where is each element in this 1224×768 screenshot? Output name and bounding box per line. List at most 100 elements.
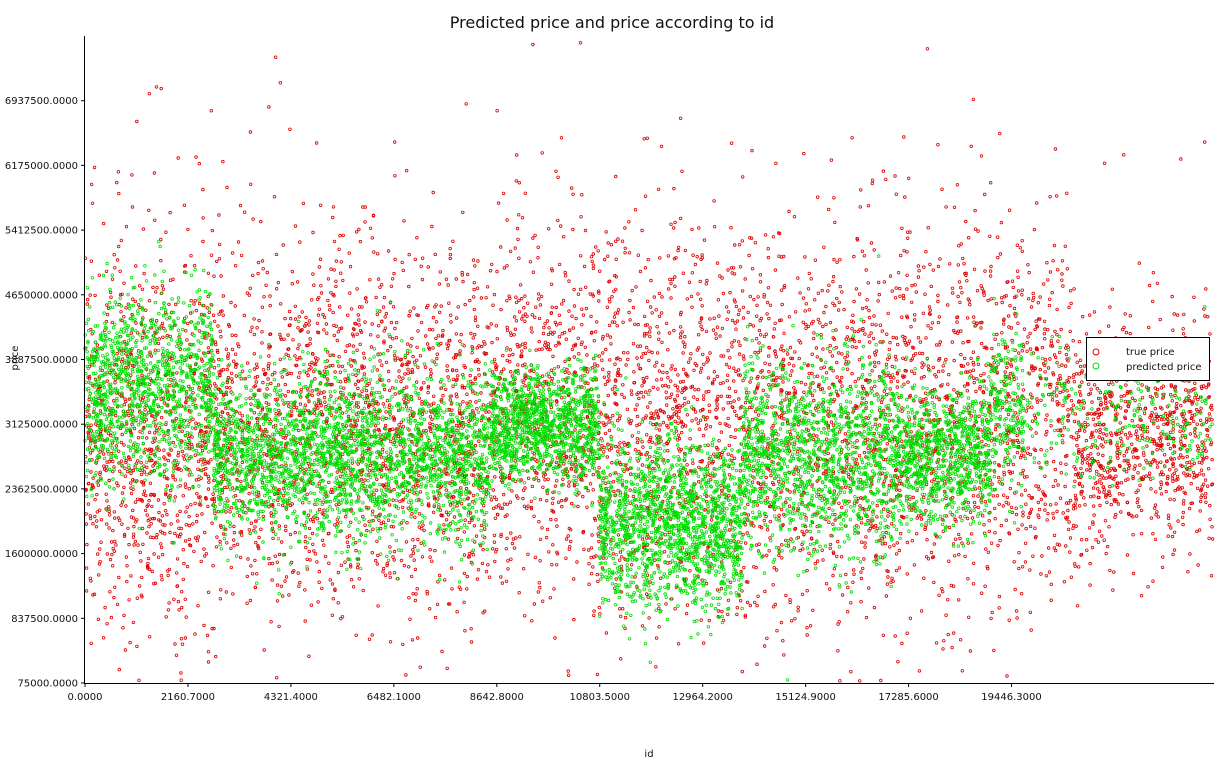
true-price-point bbox=[162, 502, 166, 506]
true-price-point bbox=[89, 182, 94, 187]
true-price-point bbox=[98, 450, 102, 454]
true-price-point bbox=[105, 312, 110, 317]
true-price-point bbox=[95, 552, 100, 556]
true-price-point bbox=[168, 493, 172, 498]
true-price-point bbox=[147, 430, 152, 435]
true-price-point bbox=[155, 533, 159, 537]
true-price-point bbox=[127, 413, 131, 418]
true-price-point bbox=[113, 539, 117, 544]
true-price-point bbox=[182, 561, 186, 566]
true-price-point bbox=[141, 227, 146, 231]
true-price-point bbox=[207, 480, 211, 484]
true-price-point bbox=[211, 313, 216, 317]
true-price-point bbox=[166, 573, 170, 578]
true-price-point bbox=[126, 409, 130, 414]
true-price-point bbox=[144, 436, 149, 440]
true-price-point bbox=[167, 601, 171, 605]
true-price-point bbox=[152, 582, 156, 586]
true-price-point bbox=[104, 522, 109, 526]
true-price-point bbox=[160, 578, 164, 582]
true-price-point bbox=[126, 526, 130, 530]
true-price-point bbox=[159, 542, 163, 546]
true-price-point bbox=[162, 434, 166, 438]
true-price-point bbox=[194, 308, 198, 313]
true-price-point bbox=[164, 491, 168, 495]
true-price-point bbox=[147, 208, 151, 212]
true-price-point bbox=[183, 482, 188, 486]
true-price-point bbox=[161, 335, 165, 339]
true-price-point bbox=[148, 350, 152, 354]
true-price-point bbox=[103, 605, 107, 610]
true-price-point bbox=[194, 519, 199, 524]
true-price-point bbox=[150, 414, 154, 418]
true-price-point bbox=[159, 574, 164, 578]
true-price-point bbox=[146, 556, 151, 561]
true-price-point bbox=[110, 441, 115, 445]
true-price-point bbox=[94, 525, 99, 529]
true-price-point bbox=[189, 299, 193, 303]
true-price-point bbox=[132, 426, 137, 431]
true-price-point bbox=[187, 384, 191, 389]
true-price-point bbox=[149, 522, 153, 526]
true-price-point bbox=[137, 355, 141, 359]
true-price-point bbox=[152, 493, 156, 498]
true-price-point bbox=[193, 426, 198, 431]
true-price-point bbox=[129, 574, 133, 578]
true-price-point bbox=[171, 473, 175, 477]
true-price-point bbox=[197, 329, 202, 333]
true-price-point bbox=[197, 161, 201, 166]
true-price-point bbox=[189, 503, 193, 507]
true-price-point bbox=[169, 522, 173, 526]
true-price-point bbox=[194, 155, 198, 159]
true-price-point bbox=[120, 491, 125, 495]
true-price-point bbox=[108, 590, 112, 594]
true-price-point bbox=[175, 513, 180, 517]
true-price-point bbox=[128, 430, 133, 434]
true-price-point bbox=[118, 269, 122, 273]
true-price-point bbox=[107, 478, 111, 483]
true-price-point bbox=[177, 608, 181, 612]
true-price-point bbox=[205, 460, 210, 464]
true-price-point bbox=[206, 650, 211, 654]
true-price-point bbox=[90, 363, 94, 367]
true-price-point bbox=[105, 552, 109, 556]
true-price-point bbox=[172, 597, 176, 601]
true-price-point bbox=[162, 401, 167, 405]
true-price-point bbox=[139, 559, 143, 563]
true-price-point bbox=[142, 489, 147, 493]
true-price-point bbox=[115, 602, 120, 607]
true-price-point bbox=[154, 319, 159, 323]
true-price-point bbox=[116, 244, 121, 249]
true-price-point bbox=[109, 295, 113, 299]
true-price-point bbox=[181, 548, 185, 552]
true-price-point bbox=[185, 505, 189, 509]
true-price-point bbox=[165, 512, 169, 517]
true-price-point bbox=[135, 644, 139, 649]
true-price-point bbox=[112, 549, 116, 553]
true-price-point bbox=[191, 522, 195, 526]
true-price-point bbox=[122, 485, 126, 490]
true-price-point bbox=[163, 509, 168, 513]
true-price-point bbox=[153, 218, 157, 222]
true-price-point bbox=[162, 469, 167, 473]
true-price-point bbox=[182, 203, 187, 207]
true-price-point bbox=[156, 341, 161, 346]
true-price-point bbox=[184, 485, 188, 489]
true-price-point bbox=[124, 555, 129, 559]
true-price-point bbox=[183, 539, 188, 543]
true-price-point bbox=[107, 460, 111, 464]
true-price-point bbox=[159, 415, 164, 420]
true-price-point bbox=[182, 457, 187, 461]
true-price-point bbox=[108, 290, 113, 295]
true-price-point bbox=[196, 535, 200, 539]
true-price-point bbox=[185, 338, 189, 342]
true-price-point bbox=[165, 484, 169, 488]
true-price-point bbox=[209, 458, 213, 462]
true-price-point bbox=[89, 641, 93, 646]
true-price-point bbox=[147, 635, 152, 639]
true-price-point bbox=[113, 413, 118, 418]
true-price-point bbox=[201, 187, 205, 192]
true-price-point bbox=[151, 464, 155, 468]
true-price-point bbox=[201, 216, 205, 220]
